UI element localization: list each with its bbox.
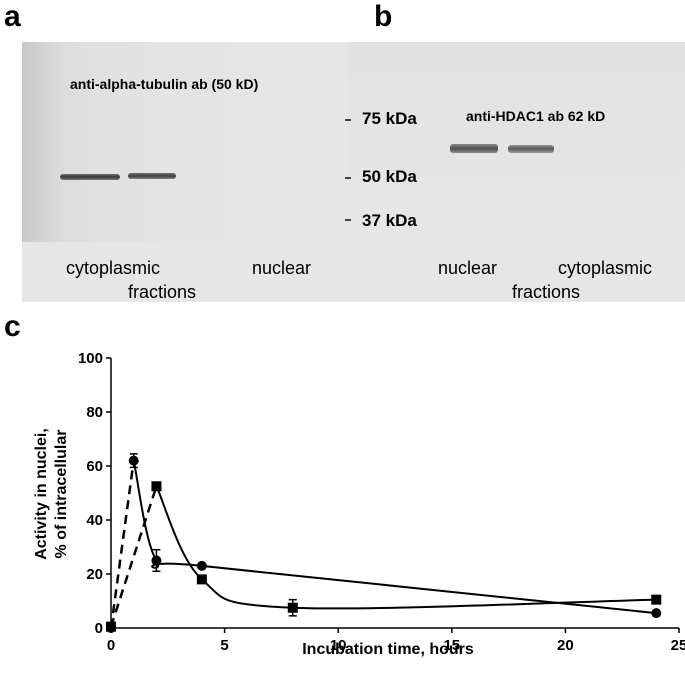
x-tick-label: 25 [671,637,685,654]
y-axis-label-line2: % of intracellular [53,430,70,559]
y-tick-label: 20 [86,566,103,583]
tubulin-band-1 [60,174,120,180]
ladder-37: 37 kDa [362,211,417,230]
western-blot-hdac1: anti-HDAC1 ab 62 kD [348,42,685,242]
hdac1-band-2 [508,145,554,153]
x-tick-label: 20 [557,637,574,654]
panel-a-letter: a [4,0,21,33]
x-tick-label: 5 [220,637,228,654]
panel-a-nuclear-label: nuclear [252,258,312,278]
tubulin-band-2 [128,173,176,179]
x-tick-label: 0 [107,637,115,654]
nuclear-activity-chart: 0 20 40 60 80 100 0 5 10 15 20 25 Incubation time, … [33,350,685,658]
panel-b-letter: b [374,0,393,33]
x-axis-label: Incubation time, hours [302,641,474,658]
series-square-curve [155,485,657,610]
y-tick-label: 100 [78,350,103,367]
ladder-75: 75 kDa [362,109,417,128]
panel-b-fractions-label: fractions [512,282,581,302]
panel-b-cytoplasmic-label: cytoplasmic [558,258,653,278]
ladder-tick-75 [345,119,351,121]
series-circle-curve [132,460,657,615]
panel-a-fractions-label: fractions [128,282,197,302]
y-tick-label: 0 [95,620,103,637]
series-square-rise-line [109,485,158,628]
data-point-square [196,574,207,585]
panel-c-letter: c [4,310,21,343]
panel-a-cytoplasmic-label: cytoplasmic [66,258,161,278]
ladder-50: 50 kDa [362,167,417,186]
ladder-tick-50 [345,177,351,179]
data-point-circle [196,560,207,571]
series-circle-rise-line [109,460,135,629]
panel-a-label-strip: cytoplasmic fractions nuclear [22,242,348,302]
hdac1-band-1 [450,144,498,153]
panel-b-label-strip: nuclear cytoplasmic fractions [348,242,685,302]
x-tick-label: 10 [330,637,347,654]
data-point-circle [151,555,162,566]
ladder-tick-37 [345,219,351,221]
data-point-square [106,621,116,632]
data-point-circle [128,455,139,466]
data-point-square [651,594,662,605]
data-point-square [151,481,162,492]
y-tick-label: 40 [86,512,103,529]
data-point-square [287,602,298,613]
hdac1-antibody-label: anti-HDAC1 ab 62 kD [466,108,606,124]
y-tick-label: 60 [86,458,103,475]
tubulin-antibody-label: anti-alpha-tubulin ab (50 kD) [70,76,259,92]
data-point-circle [651,608,662,619]
western-blot-tubulin: anti-alpha-tubulin ab (50 kD) [22,42,348,242]
x-tick-label: 15 [443,637,460,654]
panel-b-nuclear-label: nuclear [438,258,498,278]
y-tick-label: 80 [86,404,103,421]
y-axis-label-line1: Activity in nuclei, [33,428,50,560]
